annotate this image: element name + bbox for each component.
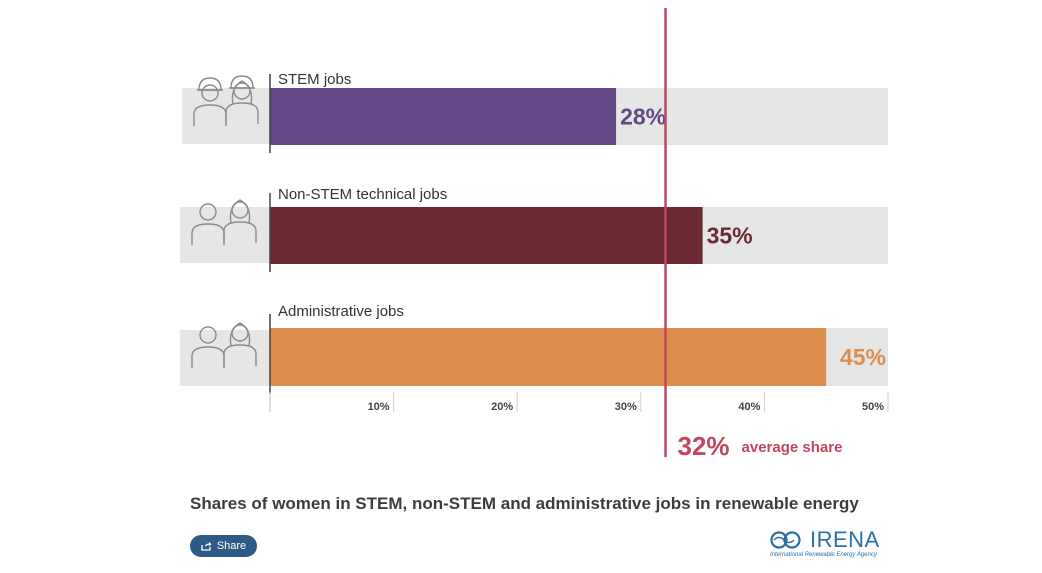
head-shape	[199, 203, 217, 221]
male-and-female-office-worker-icon	[180, 322, 270, 386]
irena-logo-mark	[770, 531, 801, 549]
x-tick-label: 20%	[491, 401, 513, 413]
hair-shape	[229, 322, 251, 347]
body-shape	[191, 346, 225, 368]
head-shape	[201, 84, 219, 102]
logo-subtitle: International Renewable Energy Agency	[770, 552, 877, 558]
category-label: Non-STEM technical jobs	[278, 186, 447, 203]
share-label: Share	[216, 540, 247, 552]
category-label: STEM jobs	[278, 71, 351, 88]
hair-shape	[231, 80, 253, 105]
category-label: Administrative jobs	[278, 303, 404, 320]
bar	[270, 207, 703, 264]
icon-background	[180, 330, 270, 386]
value-label: 45%	[840, 344, 886, 370]
chart-title: Shares of women in STEM, non-STEM and ad…	[190, 494, 859, 513]
x-tick-label: 50%	[862, 401, 884, 413]
helmet-shape	[198, 77, 222, 91]
bar	[270, 328, 827, 386]
value-label: 28%	[620, 104, 666, 130]
share-button[interactable]: Share	[190, 535, 257, 557]
logo-wordmark: IRENA	[810, 527, 880, 552]
bar	[270, 88, 617, 145]
head-shape	[199, 326, 217, 344]
irena-logo: IRENA International Renewable Energy Age…	[770, 527, 890, 563]
body-shape	[191, 223, 225, 245]
male-and-female-technician-icon	[180, 199, 270, 263]
chart-area: STEM jobs 28% Non-STEM technical jobs 35% Ad…	[180, 8, 889, 461]
x-tick-label: 10%	[368, 401, 390, 413]
x-tick-label: 30%	[615, 401, 637, 413]
male-and-female-engineer-icon	[182, 75, 270, 144]
helmet-shape	[230, 75, 254, 89]
body-shape	[223, 221, 257, 243]
average-value-label: 32%	[678, 431, 730, 461]
hair-shape	[229, 199, 251, 224]
icon-background	[180, 207, 270, 263]
value-label: 35%	[707, 223, 753, 249]
body-shape	[193, 104, 227, 126]
body-shape	[223, 344, 257, 366]
average-text-label: average share	[742, 439, 843, 456]
share-icon	[201, 541, 212, 551]
body-shape	[225, 102, 259, 124]
x-tick-label: 40%	[738, 401, 760, 413]
